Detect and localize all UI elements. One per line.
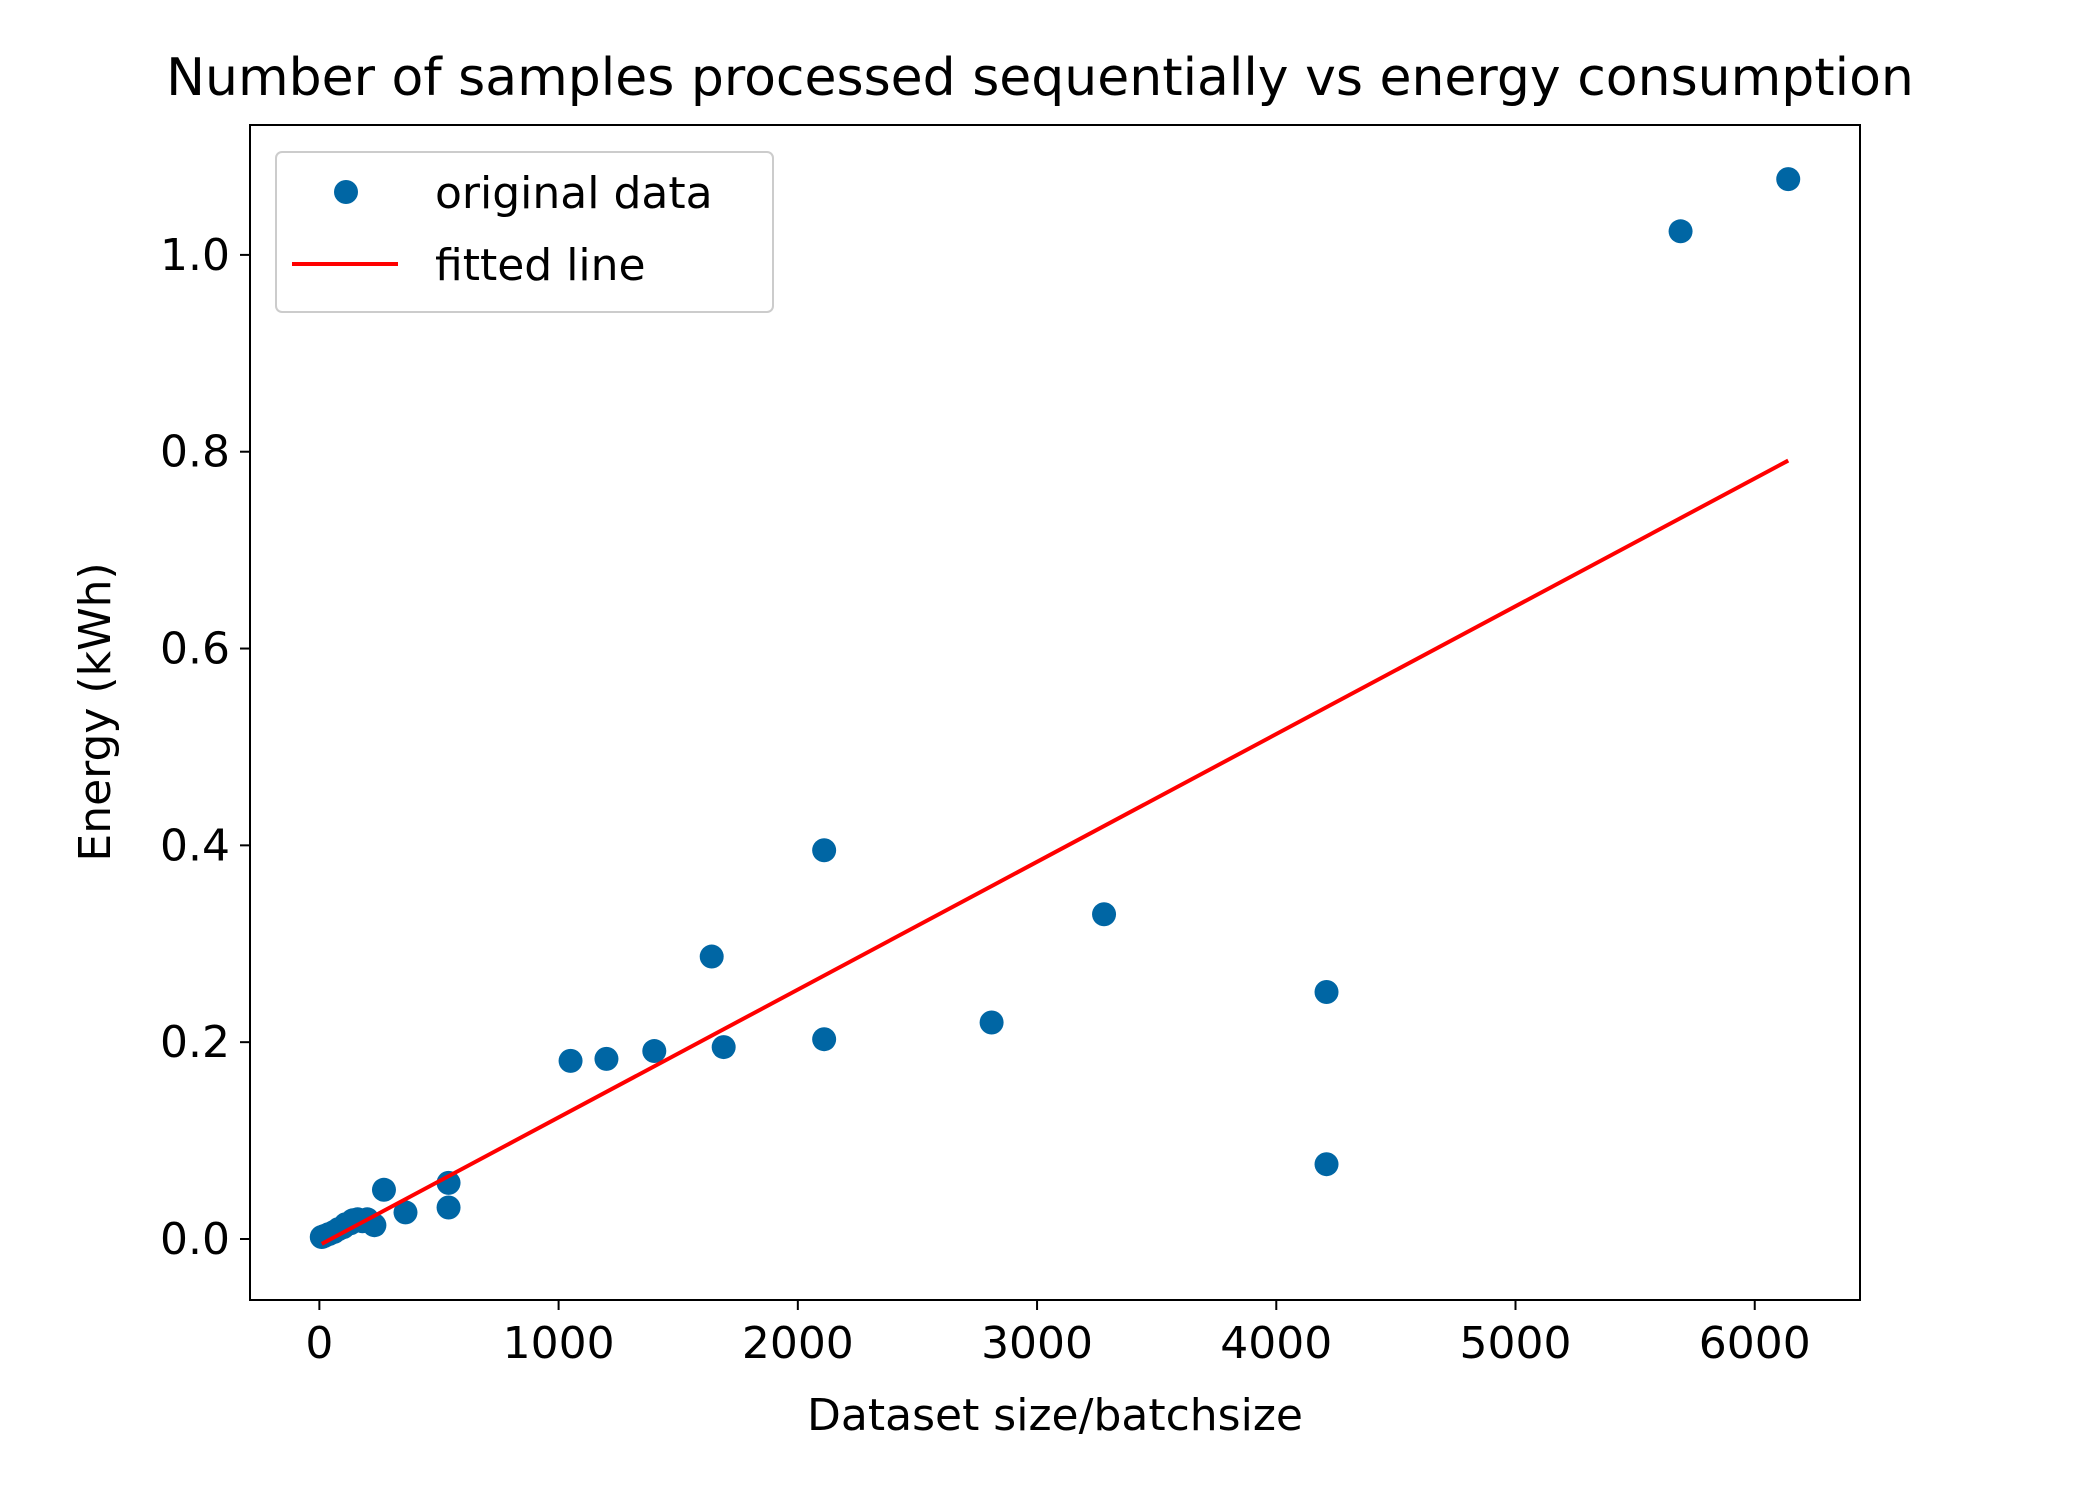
data-point [1668, 219, 1693, 244]
y-tick-label: 0.0 [160, 1214, 230, 1265]
data-point [436, 1170, 461, 1195]
chart-title: Number of samples processed sequentially… [166, 48, 1914, 108]
data-point [642, 1039, 667, 1064]
legend-box [275, 151, 774, 313]
data-point [1092, 902, 1117, 927]
data-point [711, 1035, 736, 1060]
y-tick-label: 1.0 [160, 230, 230, 281]
y-axis-label: Energy (kWh) [70, 562, 121, 861]
data-point [1314, 1152, 1339, 1177]
x-tick-label: 1000 [503, 1318, 615, 1369]
x-tick-label: 4000 [1220, 1318, 1332, 1369]
y-tick-label: 0.8 [160, 427, 230, 478]
x-tick-label: 3000 [981, 1318, 1093, 1369]
data-point [812, 838, 837, 863]
data-point [393, 1200, 418, 1225]
legend-label-fitted-line: fitted line [435, 240, 646, 291]
x-tick-label: 5000 [1460, 1318, 1572, 1369]
data-point [558, 1048, 583, 1073]
legend-label-original-data: original data [435, 168, 713, 219]
data-point [979, 1010, 1004, 1035]
x-tick-label: 6000 [1699, 1318, 1811, 1369]
data-point [812, 1027, 837, 1052]
data-point [594, 1046, 619, 1071]
x-tick-label: 0 [305, 1318, 333, 1369]
y-tick-label: 0.4 [160, 820, 230, 871]
data-point [1314, 979, 1339, 1004]
data-point [699, 944, 724, 969]
y-tick-label: 0.6 [160, 624, 230, 675]
y-axis-ticks: 0.0 0.2 0.4 0.6 0.8 1.0 [160, 230, 250, 1265]
x-axis-label: Dataset size/batchsize [807, 1390, 1303, 1441]
plot-area [249, 124, 1861, 1301]
data-point [1776, 167, 1801, 192]
data-point [436, 1195, 461, 1220]
data-marks [309, 167, 1801, 1250]
x-tick-label: 2000 [742, 1318, 854, 1369]
legend: original data fitted line [275, 151, 774, 313]
y-tick-label: 0.2 [160, 1017, 230, 1068]
data-point [371, 1177, 396, 1202]
x-axis-ticks: 0 1000 2000 3000 4000 5000 6000 [305, 1300, 1811, 1369]
fitted-line [320, 458, 1790, 1246]
legend-marker-original-data [334, 180, 358, 204]
